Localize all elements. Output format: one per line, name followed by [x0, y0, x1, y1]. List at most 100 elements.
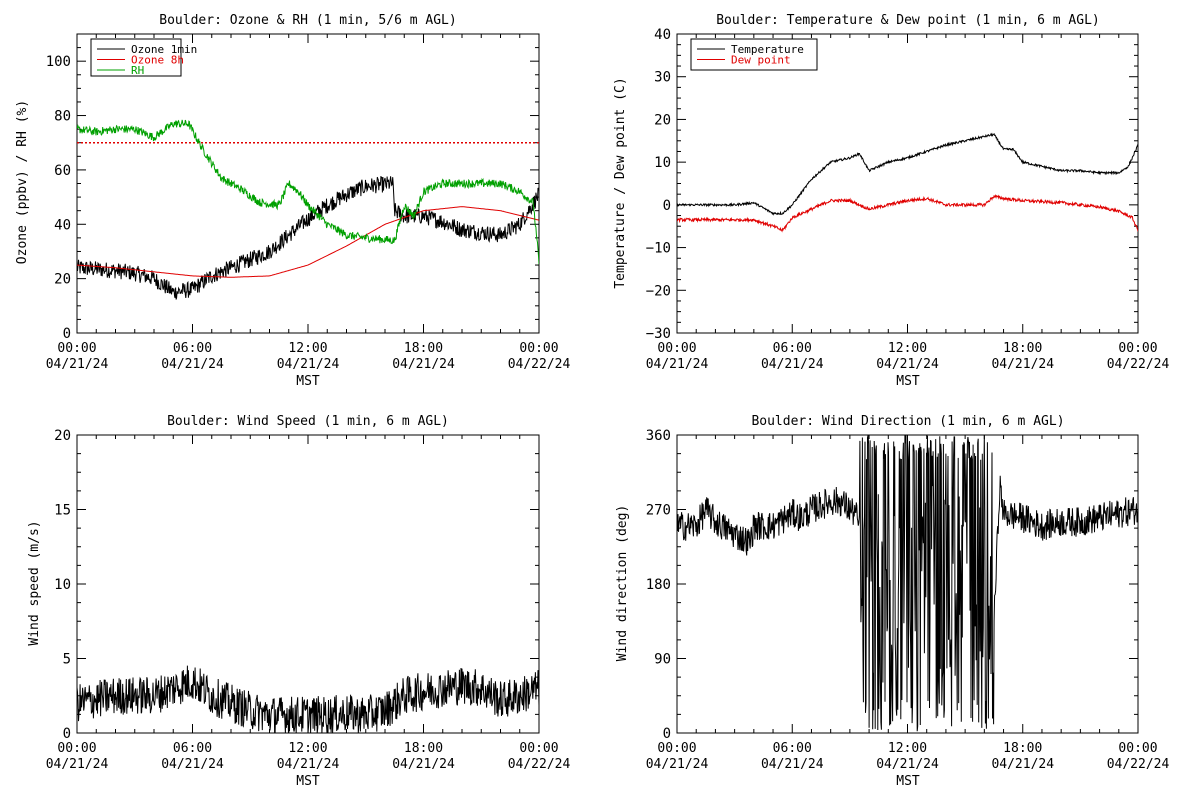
x-tick-label-date: 04/21/24 [761, 357, 824, 372]
legend-box [690, 38, 818, 71]
panel-ozone-rh: Boulder: Ozone & RH (1 min, 5/6 m AGL) O… [15, 13, 457, 389]
plot-layer: 00:0004/21/2406:0004/21/2412:0004/21/241… [46, 27, 1170, 772]
x-tick-label-time: 18:00 [404, 341, 443, 356]
y-tick-label: 180 [646, 577, 671, 593]
plot-3: 00:0004/21/2406:0004/21/2412:0004/21/241… [646, 428, 1170, 772]
x-tick-label-time: 12:00 [288, 341, 327, 356]
y-tick-label: 20 [654, 112, 671, 128]
x-tick-label-date: 04/21/24 [991, 757, 1054, 772]
x-tick-label-date: 04/21/24 [646, 357, 709, 372]
x-tick-label-date: 04/22/24 [508, 757, 571, 772]
x-tick-label-date: 04/21/24 [646, 757, 709, 772]
x-tick-label-time: 00:00 [657, 341, 696, 356]
y-tick-label: 10 [54, 577, 71, 593]
x-tick-label-date: 04/22/24 [508, 357, 571, 372]
legend-label: Temperature [731, 43, 804, 56]
panel-temperature-dewpoint: Boulder: Temperature & Dew point (1 min,… [613, 13, 1100, 389]
y-tick-label: 5 [63, 652, 71, 668]
x-tick-label-date: 04/21/24 [161, 357, 224, 372]
x-tick-label-time: 06:00 [173, 741, 212, 756]
x-tick-label-time: 00:00 [57, 741, 96, 756]
y-tick-label: 30 [654, 70, 671, 86]
y-tick-label: 10 [654, 155, 671, 171]
panel-title: Boulder: Wind Direction (1 min, 6 m AGL) [751, 414, 1064, 429]
series-line-ozone-1min [77, 175, 539, 300]
series-line-rh [77, 119, 539, 265]
series-line-dew-point [677, 193, 1138, 233]
panel-title: Boulder: Ozone & RH (1 min, 5/6 m AGL) [159, 13, 456, 28]
x-axis-label: MST [296, 774, 320, 789]
x-tick-label-date: 04/21/24 [46, 757, 109, 772]
x-axis-label: MST [896, 774, 920, 789]
y-tick-label: 100 [46, 54, 71, 70]
x-tick-label-time: 06:00 [773, 341, 812, 356]
x-tick-label-time: 12:00 [888, 341, 927, 356]
series-line-series [77, 665, 539, 733]
x-tick-label-date: 04/21/24 [392, 357, 455, 372]
y-tick-label: 270 [646, 503, 671, 519]
x-tick-label-time: 18:00 [404, 741, 443, 756]
x-tick-label-time: 00:00 [1118, 741, 1157, 756]
x-axis-label: MST [296, 374, 320, 389]
x-tick-label-date: 04/21/24 [991, 357, 1054, 372]
y-tick-label: 40 [654, 27, 671, 43]
panel-title: Boulder: Wind Speed (1 min, 6 m AGL) [167, 414, 449, 429]
y-axis-label: Wind direction (deg) [615, 505, 630, 662]
x-tick-label-date: 04/22/24 [1107, 357, 1170, 372]
series-line-series [677, 435, 1138, 732]
y-axis-label: Wind speed (m/s) [27, 520, 42, 645]
y-tick-label: 0 [663, 726, 671, 742]
x-tick-label-time: 18:00 [1003, 741, 1042, 756]
x-tick-label-date: 04/21/24 [761, 757, 824, 772]
y-tick-label: 360 [646, 428, 671, 444]
y-tick-label: −10 [646, 241, 671, 257]
y-tick-label: 80 [54, 109, 71, 125]
plot-1: 00:0004/21/2406:0004/21/2412:0004/21/241… [646, 27, 1170, 372]
plot-2: 00:0004/21/2406:0004/21/2412:0004/21/241… [46, 428, 571, 772]
x-tick-label-date: 04/21/24 [277, 757, 340, 772]
x-tick-label-time: 00:00 [1118, 341, 1157, 356]
x-tick-label-time: 00:00 [519, 741, 558, 756]
x-tick-label-date: 04/21/24 [277, 357, 340, 372]
legend-label: Ozone 8h [131, 54, 184, 67]
x-tick-label-time: 06:00 [773, 741, 812, 756]
series-line-ozone-8h [77, 206, 539, 278]
x-tick-label-time: 12:00 [288, 741, 327, 756]
panel-wind-direction: Boulder: Wind Direction (1 min, 6 m AGL)… [615, 414, 1065, 789]
y-axis-label: Ozone (ppbv) / RH (%) [15, 100, 30, 264]
x-tick-label-date: 04/21/24 [161, 757, 224, 772]
y-tick-label: 40 [54, 217, 71, 233]
x-tick-label-date: 04/21/24 [876, 357, 939, 372]
x-tick-label-time: 06:00 [173, 341, 212, 356]
x-tick-label-time: 00:00 [519, 341, 558, 356]
series-line-temperature [677, 132, 1138, 216]
y-tick-label: 60 [54, 163, 71, 179]
plot-0: 00:0004/21/2406:0004/21/2412:0004/21/241… [46, 33, 571, 372]
panel-title: Boulder: Temperature & Dew point (1 min,… [716, 13, 1100, 28]
y-tick-label: 0 [63, 326, 71, 342]
y-tick-label: −30 [646, 326, 671, 342]
y-tick-label: 15 [54, 503, 71, 519]
x-tick-label-date: 04/21/24 [876, 757, 939, 772]
y-tick-label: −20 [646, 283, 671, 299]
legend-label: Ozone 1min [131, 43, 197, 56]
y-tick-label: 20 [54, 272, 71, 288]
x-tick-label-time: 00:00 [57, 341, 96, 356]
x-tick-label-time: 00:00 [657, 741, 696, 756]
x-tick-label-time: 18:00 [1003, 341, 1042, 356]
x-tick-label-date: 04/22/24 [1107, 757, 1170, 772]
legend-label: Dew point [731, 54, 791, 67]
y-tick-label: 0 [663, 198, 671, 214]
x-tick-label-date: 04/21/24 [392, 757, 455, 772]
panel-wind-speed: Boulder: Wind Speed (1 min, 6 m AGL) Win… [27, 414, 449, 789]
x-axis-label: MST [896, 374, 920, 389]
y-tick-label: 90 [654, 652, 671, 668]
x-tick-label-date: 04/21/24 [46, 357, 109, 372]
x-tick-label-time: 12:00 [888, 741, 927, 756]
y-axis-label: Temperature / Dew point (C) [613, 77, 628, 288]
y-tick-label: 0 [63, 726, 71, 742]
